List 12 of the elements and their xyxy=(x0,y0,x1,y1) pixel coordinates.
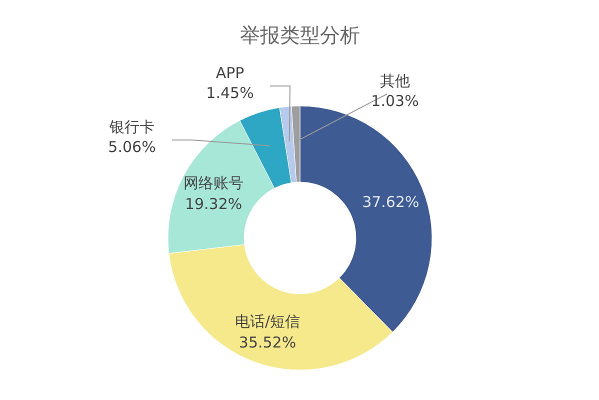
slice-label: 银行卡 xyxy=(108,118,154,136)
data-label: 37.62% xyxy=(362,192,420,211)
slice-label: 其他 xyxy=(380,72,410,90)
slice-label: 电话/短信 xyxy=(234,312,300,330)
data-label: 19.32% xyxy=(184,194,242,213)
slice-label: 网络账号 xyxy=(184,174,244,192)
data-label: 1.45% xyxy=(206,84,254,102)
data-label: 35.52% xyxy=(238,333,296,352)
data-label: 5.06% xyxy=(108,138,156,156)
slice-label: APP xyxy=(216,64,244,82)
chart-title: 举报类型分析 xyxy=(240,23,360,47)
data-label: 1.03% xyxy=(371,92,419,110)
